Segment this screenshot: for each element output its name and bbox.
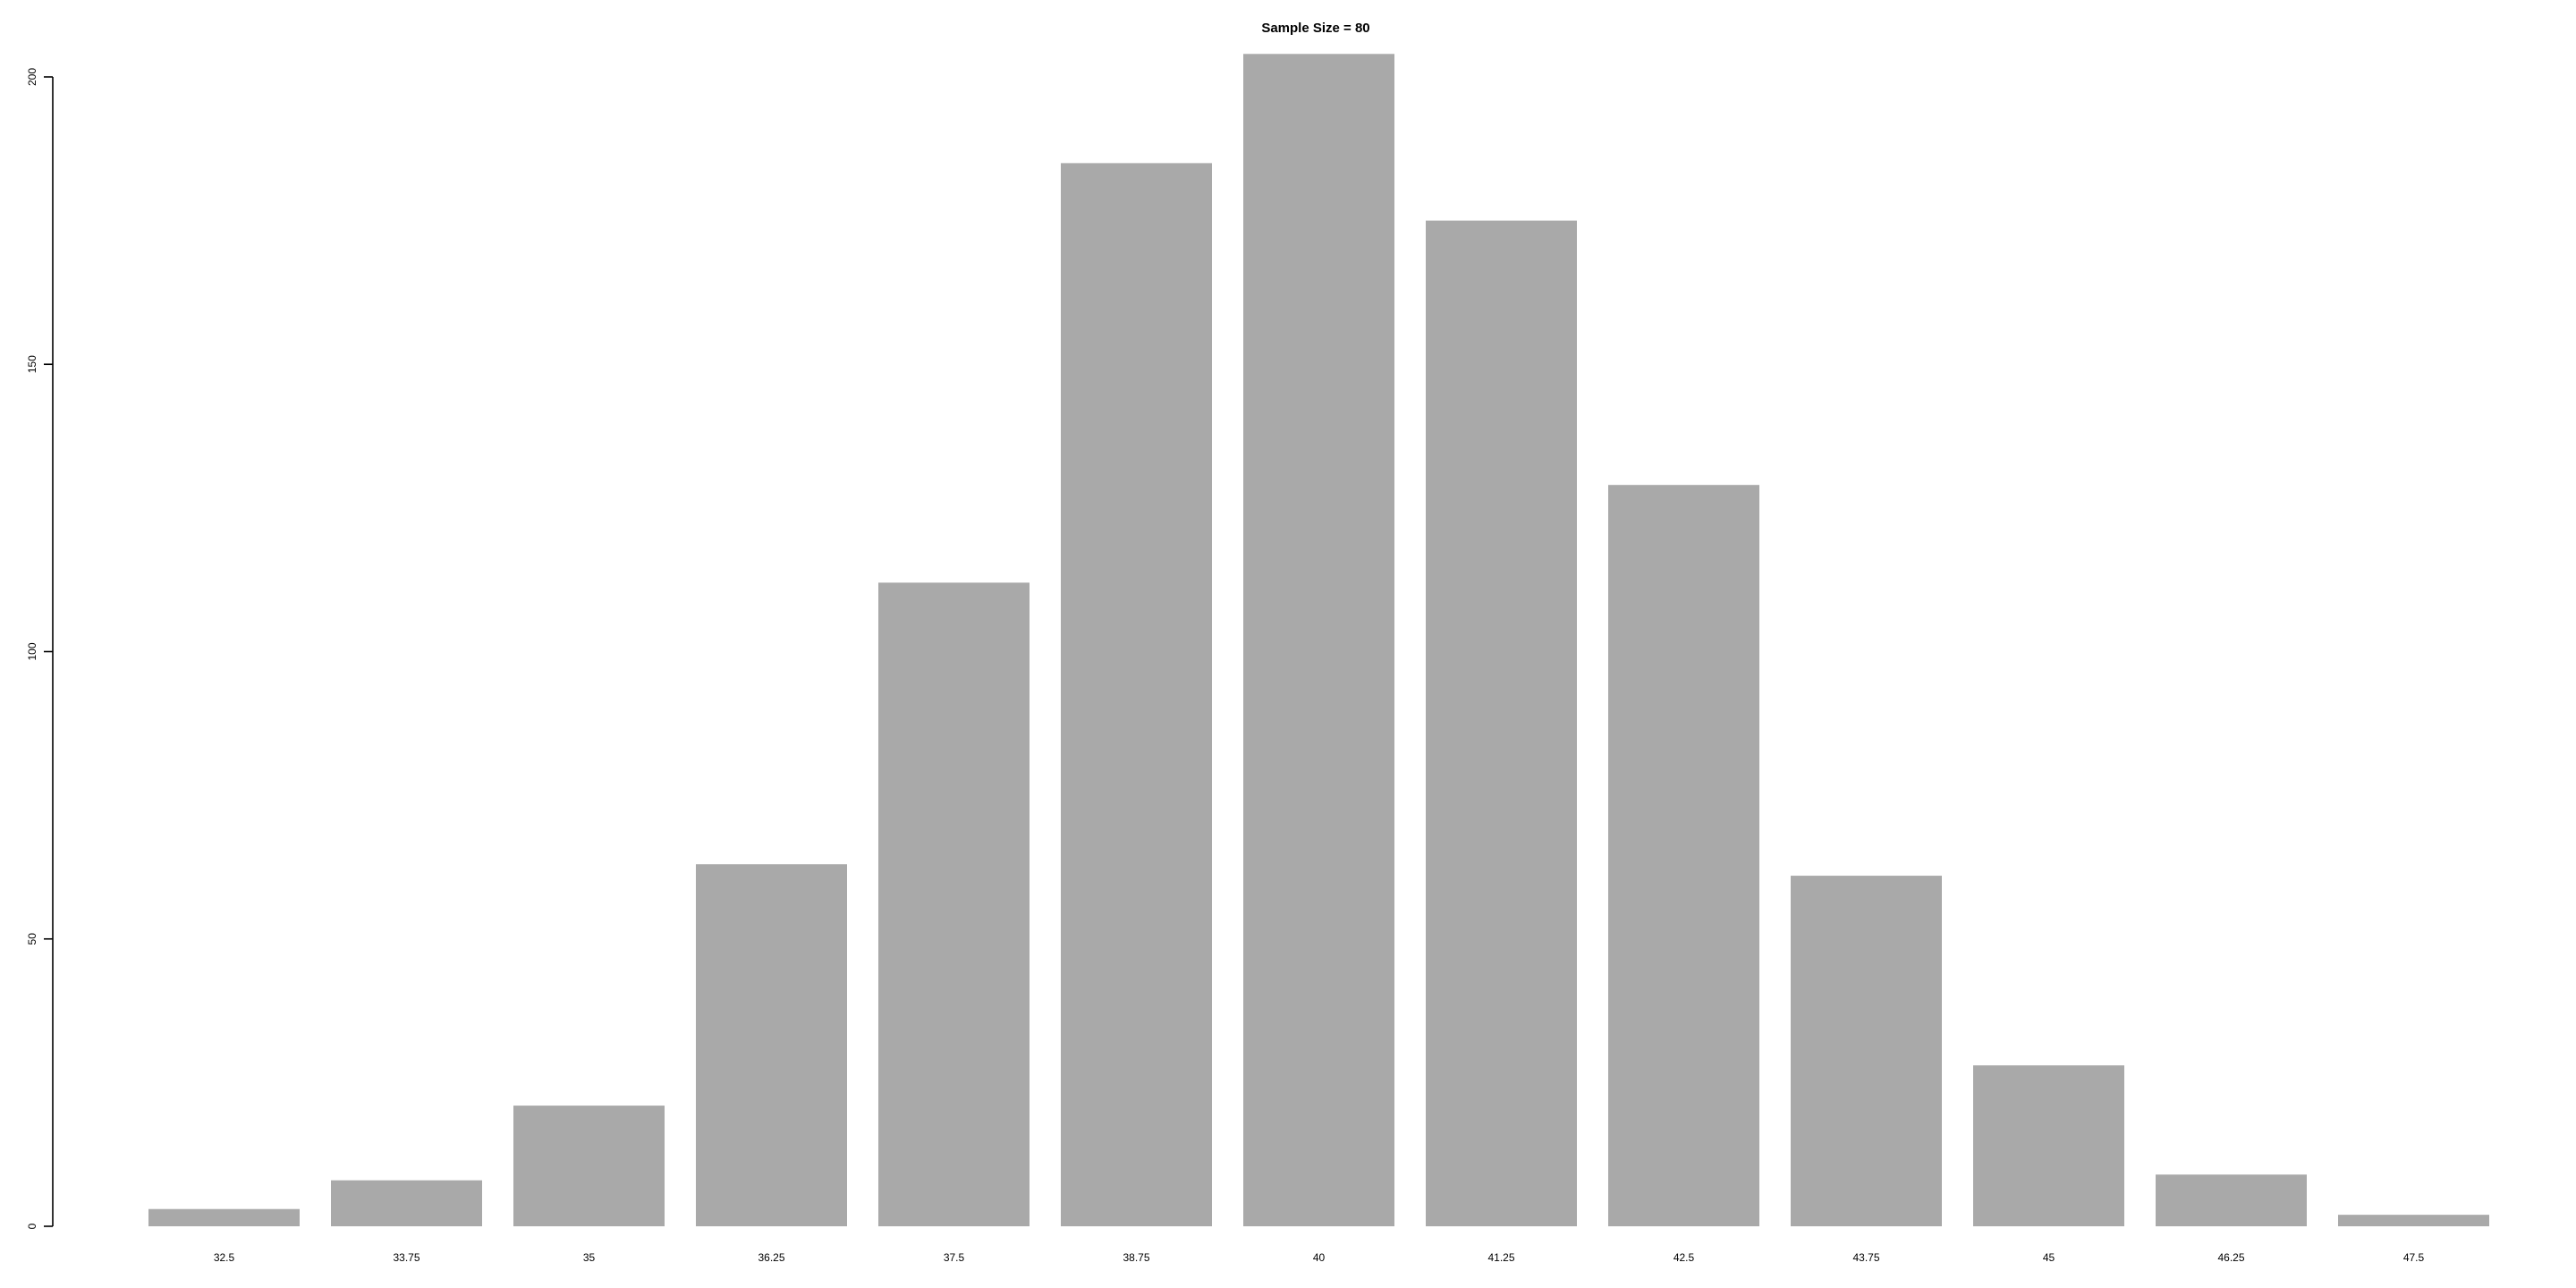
x-tick-label: 45 xyxy=(2043,1251,2055,1264)
bar-38.75 xyxy=(1061,163,1212,1226)
x-tick-label: 42.5 xyxy=(1674,1251,1695,1264)
x-tick-label: 41.25 xyxy=(1487,1251,1514,1264)
x-tick-label: 47.5 xyxy=(2403,1251,2425,1264)
y-axis-ticks: 0 50 100 150 200 xyxy=(26,68,53,1229)
bar-46.25 xyxy=(2156,1174,2307,1226)
x-tick-label: 43.75 xyxy=(1852,1251,1879,1264)
bar-47.5 xyxy=(2338,1215,2489,1226)
x-tick-label: 37.5 xyxy=(944,1251,965,1264)
y-tick-label: 50 xyxy=(26,933,38,945)
bar-33.75 xyxy=(331,1180,482,1226)
x-tick-label: 40 xyxy=(1313,1251,1326,1264)
bar-36.25 xyxy=(696,864,847,1226)
bar-41.25 xyxy=(1426,220,1577,1226)
bar-40 xyxy=(1243,54,1394,1226)
x-tick-label: 46.25 xyxy=(2217,1251,2244,1264)
x-tick-label: 38.75 xyxy=(1123,1251,1149,1264)
bar-35 xyxy=(513,1106,665,1226)
x-tick-label: 36.25 xyxy=(758,1251,784,1264)
bar-43.75 xyxy=(1791,876,1942,1226)
y-tick-label: 200 xyxy=(26,68,38,86)
bar-37.5 xyxy=(878,582,1030,1226)
bar-42.5 xyxy=(1608,485,1759,1226)
x-tick-label: 32.5 xyxy=(214,1251,235,1264)
bars-group xyxy=(148,54,2489,1226)
chart-title: Sample Size = 80 xyxy=(1261,21,1369,36)
y-tick-label: 0 xyxy=(26,1223,38,1229)
x-tick-label: 35 xyxy=(583,1251,596,1264)
bar-32.5 xyxy=(148,1208,300,1226)
bar-45 xyxy=(1973,1065,2124,1226)
y-tick-label: 150 xyxy=(26,355,38,373)
x-tick-label: 33.75 xyxy=(393,1251,419,1264)
y-tick-label: 100 xyxy=(26,642,38,660)
x-axis-labels: 32.5 33.75 35 36.25 37.5 38.75 40 41.25 42.5 43.7… xyxy=(214,1251,2425,1264)
